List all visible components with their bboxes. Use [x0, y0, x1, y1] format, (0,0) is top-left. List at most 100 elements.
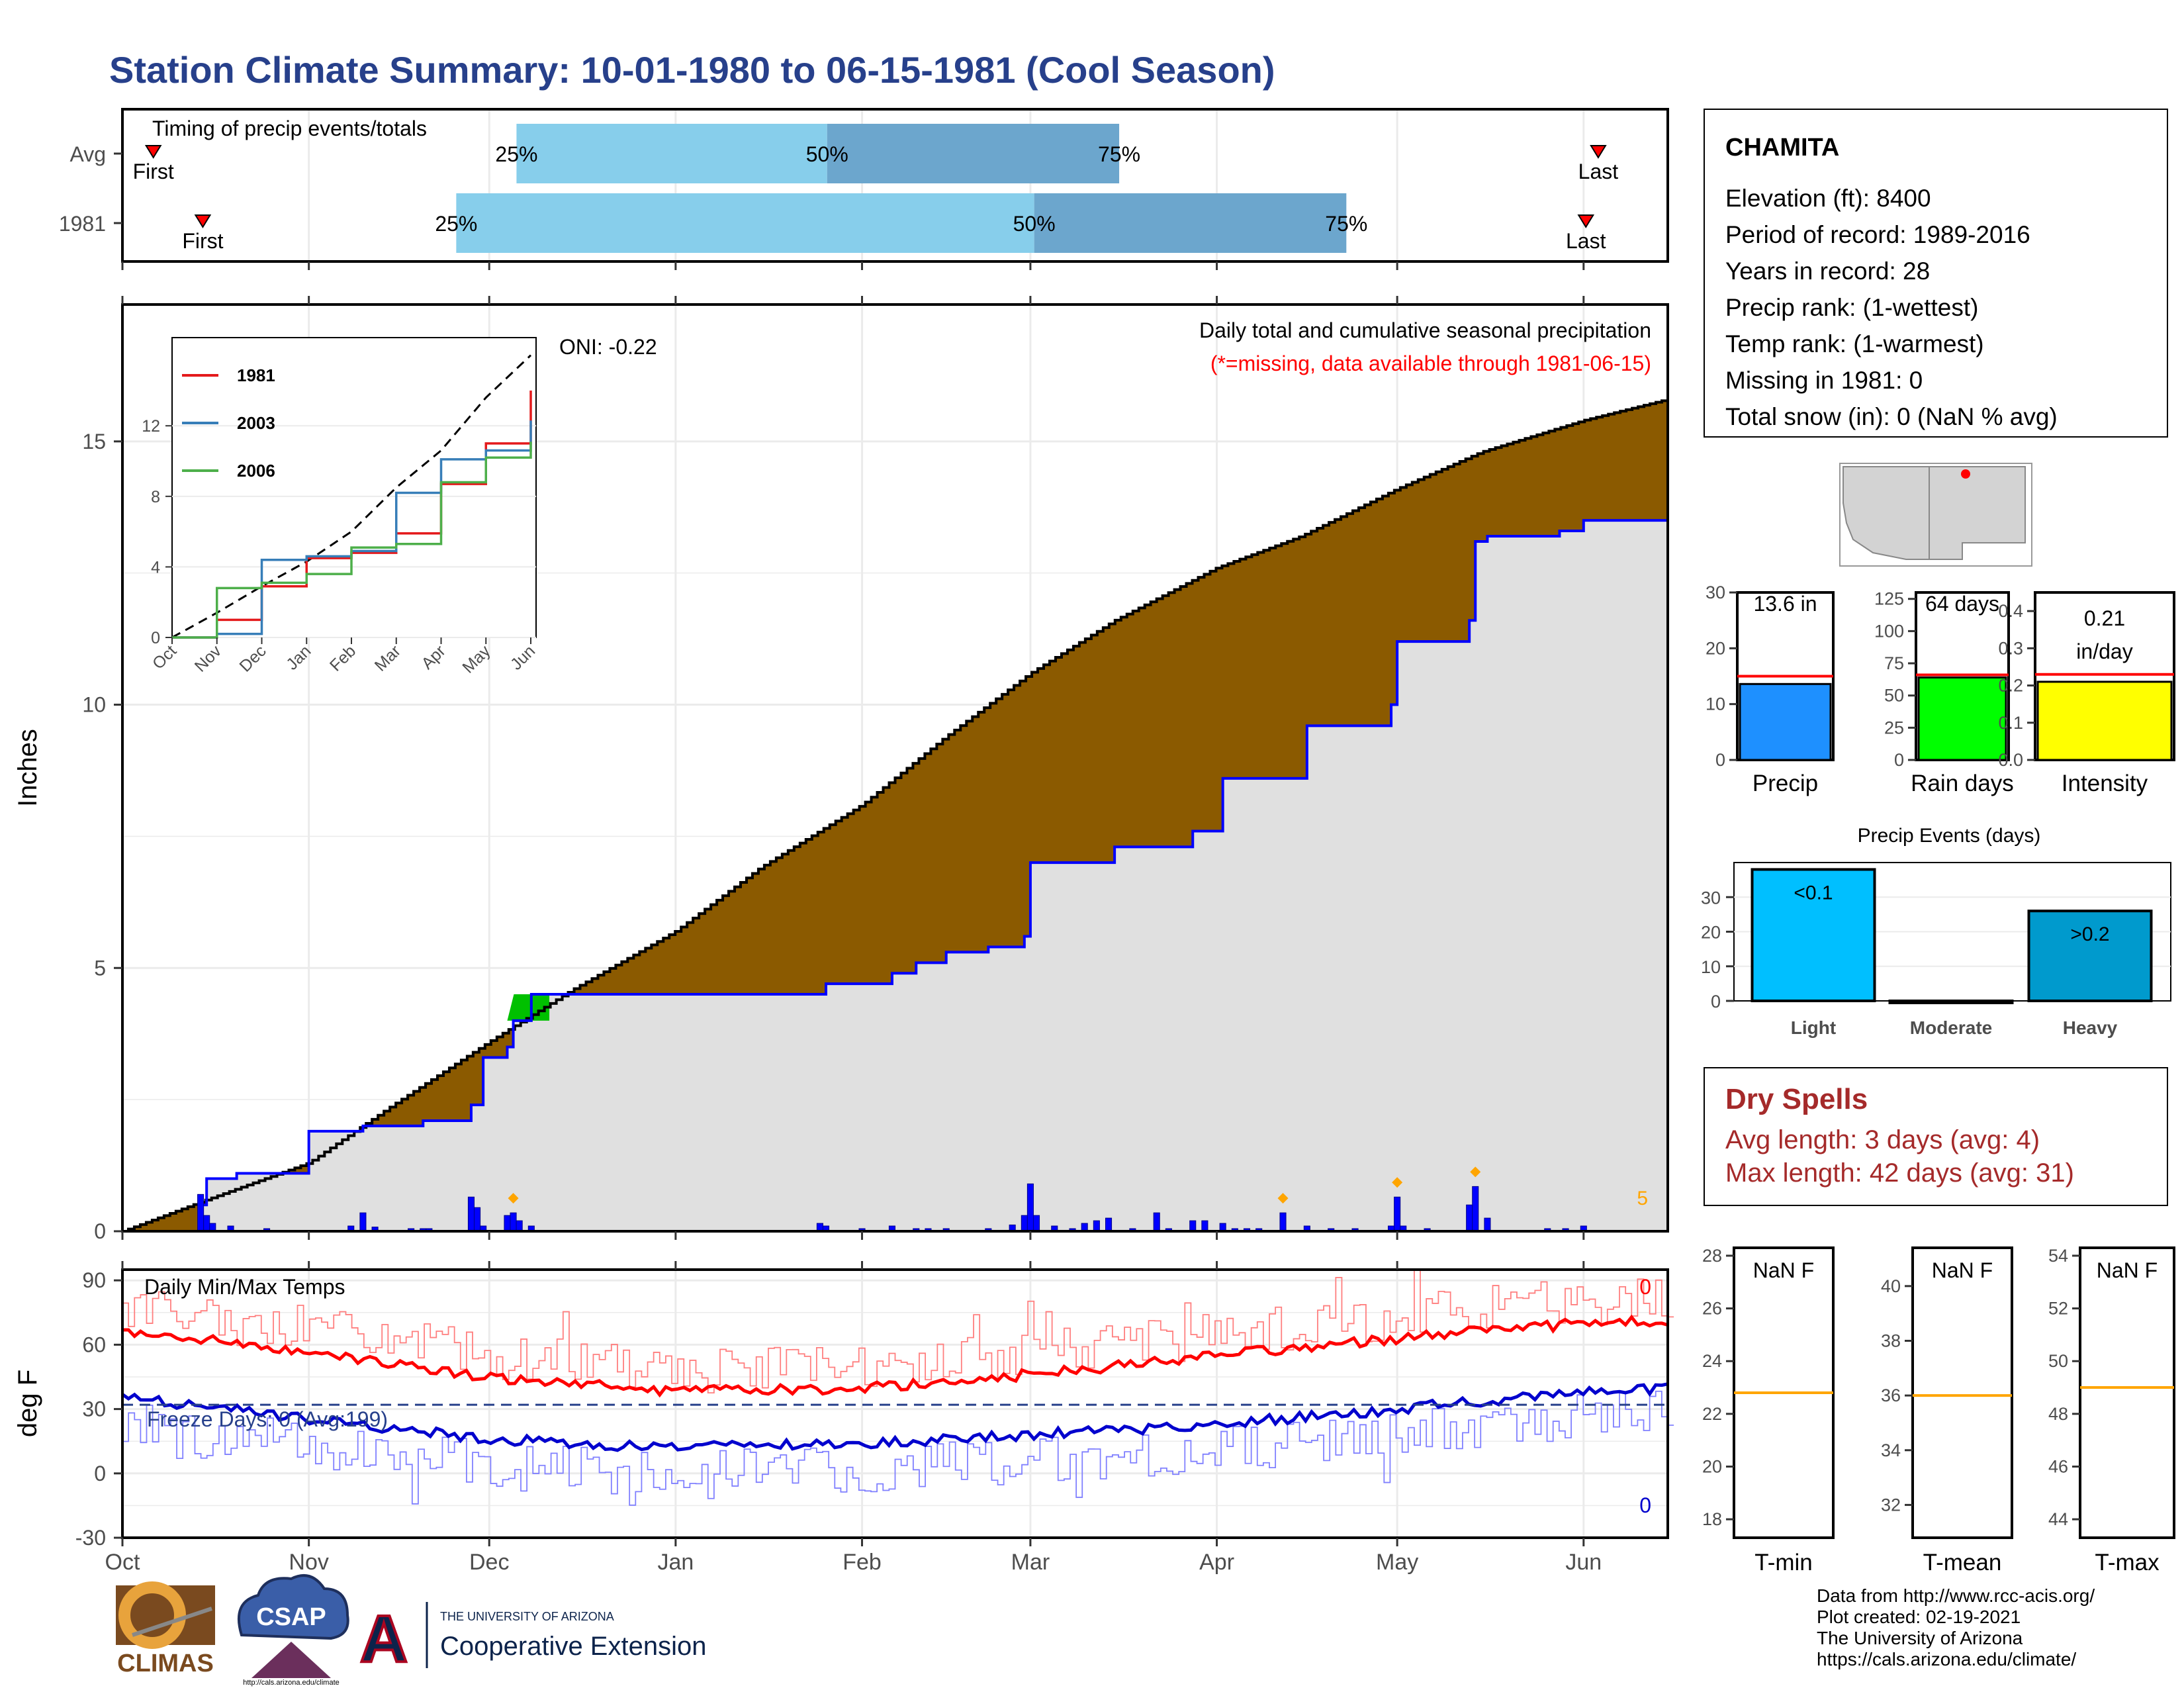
temp-ytick-label: -30: [75, 1526, 106, 1550]
inset-ytick-label: 8: [151, 488, 160, 506]
inset-ytick-label: 0: [151, 629, 160, 647]
first-label: First: [182, 229, 223, 253]
inset-ytick-label: 4: [151, 558, 160, 577]
station-info-line: Years in record: 28: [1725, 258, 1930, 285]
summary-bar-value: 13.6 in: [1753, 592, 1817, 616]
events-tick-label: 0: [1711, 992, 1721, 1011]
temp-xtick-label: Dec: [469, 1550, 509, 1575]
tbox-tick-label: 34: [1881, 1440, 1901, 1460]
climas-logo-text: CLIMAS: [117, 1650, 214, 1677]
footer-line: The University of Arizona: [1817, 1628, 2023, 1648]
footer-line: Data from http://www.rcc-acis.org/: [1817, 1585, 2095, 1606]
precip-ytick-label: 10: [82, 693, 106, 717]
last-marker: [1590, 145, 1607, 159]
timing-p50: 50%: [1013, 212, 1056, 236]
timing-p25: 25%: [435, 212, 477, 236]
daily-precip-bar: [1279, 1212, 1287, 1232]
timing-row-label: 1981: [59, 212, 106, 236]
events-bar: [1888, 1000, 2014, 1004]
timing-panel: Timing of precip events/totals 25% 50% 75%…: [59, 108, 1669, 270]
tbox-tick-label: 20: [1702, 1456, 1722, 1476]
temp-xtick-label: Jun: [1565, 1550, 1602, 1575]
events-tick-label: 20: [1701, 923, 1721, 943]
summary-bar-tick-label: 20: [1706, 638, 1725, 658]
precip-surplus-area: [507, 994, 550, 1021]
summary-bar-tick-label: 0: [1715, 750, 1725, 770]
station-info-line: Temp rank: (1-warmest): [1725, 330, 1984, 357]
summary-bar-value: 64 days: [1925, 592, 1999, 616]
inset-legend-label: 2003: [237, 413, 275, 433]
min-count: 0: [1639, 1493, 1651, 1517]
tbox-frame: [1911, 1246, 2013, 1539]
station-info-line: Precip rank: (1-wettest): [1725, 294, 1978, 321]
station-info-line: Missing in 1981: 0: [1725, 367, 1923, 394]
temp-title: Daily Min/Max Temps: [144, 1275, 345, 1299]
events-title: Precip Events (days): [1858, 825, 2041, 847]
inset-legend-label: 2006: [237, 461, 275, 481]
timing-bar-high: [1034, 193, 1347, 253]
ua-a-mark: A: [360, 1602, 408, 1676]
tbox-value: NaN F: [1932, 1258, 1993, 1282]
tbox-tick-label: 24: [1702, 1351, 1722, 1371]
inset-series-line: [172, 442, 532, 639]
station-box: CHAMITA Elevation (ft): 8400 Period of re…: [1704, 109, 2168, 438]
tbox-tick-label: 54: [2048, 1246, 2068, 1266]
tbox-value: NaN F: [1753, 1258, 1814, 1282]
avg-max-temp-line: [122, 1314, 1668, 1398]
temp-ylabel: deg F: [13, 1370, 42, 1437]
csap-cloud: [237, 1574, 349, 1640]
daily-precip-bar: [474, 1207, 481, 1232]
precip-1981-area: [122, 515, 1668, 1231]
dry-spells-title: Dry Spells: [1725, 1083, 1868, 1115]
last-marker: [1577, 214, 1595, 228]
new-mexico-shape: [1929, 466, 2026, 560]
timing-p25: 25%: [495, 142, 537, 166]
inset-ytick-label: 12: [142, 417, 160, 436]
daily-precip-bar: [1472, 1186, 1479, 1232]
summary-bars: 13.6 in 0 10 20 30 Precip 64 days 0 25 50 75 100 125…: [1706, 583, 2175, 796]
tbox-tick-label: 44: [2048, 1509, 2068, 1529]
precip-note: Daily total and cumulative seasonal prec…: [1199, 318, 1651, 342]
timing-p75: 75%: [1325, 212, 1367, 236]
station-info-line: Period of record: 1989-2016: [1725, 221, 2030, 248]
tbox-tick-label: 38: [1881, 1331, 1901, 1350]
summary-bar-tick-label: 100: [1874, 621, 1904, 641]
last-label: Last: [1566, 229, 1606, 253]
summary-bar-unit: in/day: [2076, 639, 2132, 663]
daily-precip-bar: [1021, 1215, 1028, 1232]
precip-ytick-label: 5: [94, 956, 106, 980]
tbox-tick-label: 18: [1702, 1509, 1722, 1529]
summary-bar-tick-label: 0.3: [1998, 638, 2023, 658]
daily-min-temp-line: [122, 1390, 1674, 1506]
summary-bar: [1917, 676, 2007, 761]
missing-note: (*=missing, data available through 1981-…: [1210, 352, 1651, 375]
events-bar: [2027, 910, 2153, 1003]
temp-xtick-label: Apr: [1199, 1550, 1234, 1575]
page-title: Station Climate Summary: 10-01-1980 to 0…: [109, 49, 1275, 91]
summary-bar-value: 0.21: [2084, 606, 2125, 630]
summary-bar: [2036, 680, 2173, 761]
temp-xtick-label: Mar: [1011, 1550, 1050, 1575]
temperature-boxes: NaN F 18 20 22 24 26 28 T-min NaN F 32 34 36 38 40 T-m…: [1702, 1246, 2175, 1575]
heavy-event-marker: [1277, 1193, 1289, 1204]
precip-panel: 0 5 10 15 Inches Daily total and cumulative…: [13, 296, 1669, 1243]
station-frame: [1704, 109, 2168, 438]
station-info-line: Total snow (in): 0 (NaN % avg): [1725, 403, 2058, 430]
events-bar-text: <0.1: [1794, 882, 1833, 904]
oni-label: ONI: -0.22: [559, 335, 657, 359]
temp-xtick-label: Nov: [289, 1550, 328, 1575]
summary-bar-tick-label: 50: [1884, 686, 1904, 706]
summary-bar-tick-label: 0.1: [1998, 713, 2023, 733]
temp-ytick-label: 0: [94, 1462, 106, 1485]
daily-precip-bar: [1466, 1204, 1473, 1232]
timing-bar-high: [827, 124, 1120, 183]
precip-frame: [121, 303, 1669, 1233]
events-bar: [1751, 868, 1876, 1002]
tbox-tick-label: 22: [1702, 1404, 1722, 1424]
tbox-label: T-max: [2095, 1550, 2160, 1575]
ua-logo: A THE UNIVERSITY OF ARIZONA Cooperative …: [359, 1601, 707, 1677]
ua-small-text: THE UNIVERSITY OF ARIZONA: [440, 1610, 614, 1623]
summary-bar-tick-label: 125: [1874, 589, 1904, 609]
